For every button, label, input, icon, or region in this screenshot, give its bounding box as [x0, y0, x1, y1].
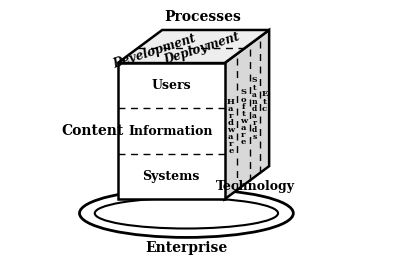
Text: Processes: Processes [164, 10, 241, 24]
Text: S
t
a
n
d
a
r
d
s: S t a n d a r d s [252, 76, 257, 141]
Text: Information: Information [129, 125, 213, 138]
Polygon shape [118, 63, 224, 199]
Text: Development: Development [111, 32, 198, 71]
Text: Users: Users [151, 79, 191, 92]
Text: Systems: Systems [143, 170, 200, 183]
Text: S
o
f
t
w
a
r
e: S o f t w a r e [240, 88, 247, 146]
Text: Deployment: Deployment [162, 30, 242, 67]
Polygon shape [224, 30, 269, 199]
Text: H
a
r
d
w
a
r
e: H a r d w a r e [227, 98, 235, 155]
Text: Content: Content [61, 124, 123, 138]
Text: Enterprise: Enterprise [145, 241, 228, 255]
Text: Technology: Technology [216, 180, 295, 193]
Polygon shape [118, 30, 269, 63]
Ellipse shape [95, 198, 278, 228]
Ellipse shape [79, 189, 293, 237]
Text: E
t
c: E t c [261, 90, 268, 113]
